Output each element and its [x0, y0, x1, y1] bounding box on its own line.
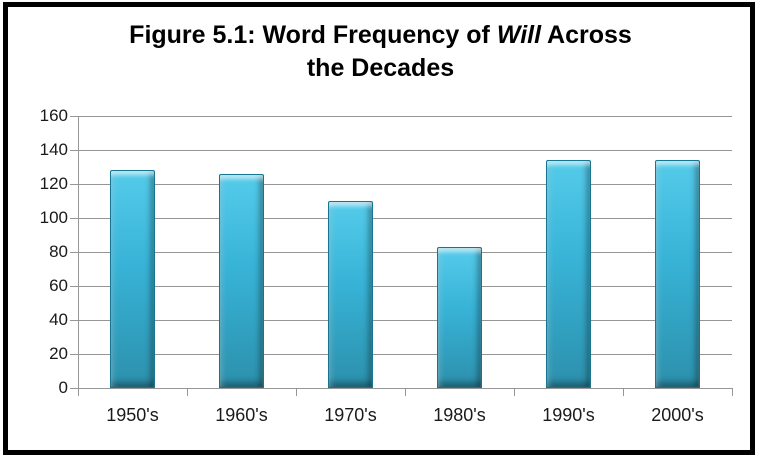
bar-1970s — [328, 201, 373, 388]
y-axis-label-120: 120 — [39, 174, 68, 193]
x-axis-line — [78, 388, 733, 389]
y-tick-120 — [70, 184, 78, 185]
x-tick-2 — [296, 389, 297, 396]
y-axis-line — [78, 116, 79, 388]
bar-1990s — [546, 160, 591, 388]
y-axis-label-20: 20 — [49, 344, 68, 363]
gridline-40 — [78, 320, 732, 321]
gridline-80 — [78, 252, 732, 253]
y-axis-label-100: 100 — [39, 208, 68, 227]
gridline-20 — [78, 354, 732, 355]
x-tick-0 — [78, 389, 79, 396]
y-tick-80 — [70, 252, 78, 253]
y-tick-160 — [70, 116, 78, 117]
title-text-pre: Figure 5.1: Word Frequency of — [129, 21, 497, 49]
x-tick-1 — [187, 389, 188, 396]
y-axis-label-0: 0 — [58, 378, 68, 397]
y-tick-0 — [70, 388, 78, 389]
x-tick-3 — [405, 389, 406, 396]
gridline-100 — [78, 218, 732, 219]
y-axis-label-40: 40 — [49, 310, 68, 329]
gridline-60 — [78, 286, 732, 287]
x-tick-4 — [514, 389, 515, 396]
y-axis-label-80: 80 — [49, 242, 68, 261]
bar-1960s — [219, 174, 264, 388]
bar-1980s — [437, 247, 482, 388]
x-tick-5 — [623, 389, 624, 396]
y-tick-140 — [70, 150, 78, 151]
chart-title-line2: the Decades — [306, 54, 455, 82]
x-tick-6 — [732, 389, 733, 396]
x-axis-label-1950s: 1950's — [106, 405, 159, 425]
y-axis-label-60: 60 — [49, 276, 68, 295]
y-tick-60 — [70, 286, 78, 287]
x-axis-label-1990s: 1990's — [542, 405, 595, 425]
gridline-160 — [78, 116, 732, 117]
x-axis-label-2000s: 2000's — [651, 405, 704, 425]
gridline-140 — [78, 150, 732, 151]
x-axis-label-1980s: 1980's — [433, 405, 486, 425]
bar-1950s — [110, 170, 155, 388]
y-axis-label-140: 140 — [39, 140, 68, 159]
x-axis-label-1970s: 1970's — [324, 405, 377, 425]
chart-title: Figure 5.1: Word Frequency of Will Acros… — [0, 19, 761, 85]
y-tick-20 — [70, 354, 78, 355]
gridline-120 — [78, 184, 732, 185]
y-tick-40 — [70, 320, 78, 321]
chart-title-line1: Figure 5.1: Word Frequency of Will Acros… — [0, 19, 761, 52]
title-italic-word: Will — [496, 21, 542, 49]
bar-2000s — [655, 160, 700, 388]
y-tick-100 — [70, 218, 78, 219]
x-axis-label-1960s: 1960's — [215, 405, 268, 425]
title-text-post: Across — [541, 21, 632, 49]
y-axis-label-160: 160 — [39, 106, 68, 125]
